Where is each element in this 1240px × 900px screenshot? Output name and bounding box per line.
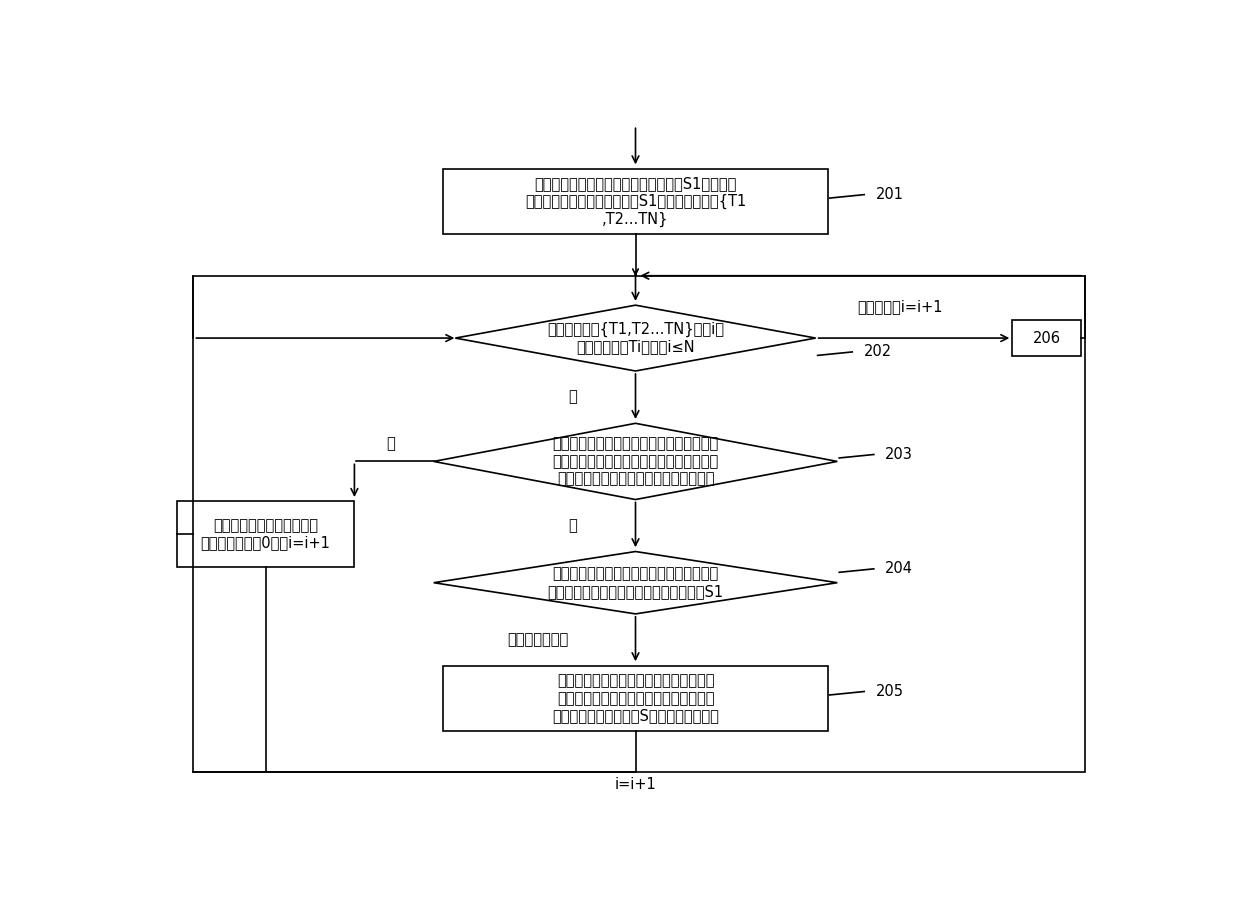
Text: 204: 204 bbox=[885, 562, 914, 576]
FancyBboxPatch shape bbox=[1012, 320, 1081, 356]
Text: 选取当前超级基站中优先级最低的扇区S1，并找出
所有协调扇区集合中包括扇区S1的边缘终端类型{T1
,T2...TN}: 选取当前超级基站中优先级最低的扇区S1，并找出 所有协调扇区集合中包括扇区S1的… bbox=[525, 176, 746, 227]
Text: 是: 是 bbox=[569, 390, 578, 405]
FancyBboxPatch shape bbox=[444, 168, 828, 235]
Polygon shape bbox=[455, 305, 816, 371]
Text: i=i+1: i=i+1 bbox=[615, 777, 656, 792]
Text: 203: 203 bbox=[885, 447, 913, 462]
Text: 否: 否 bbox=[386, 436, 394, 452]
Polygon shape bbox=[434, 423, 837, 500]
Text: 确定该类型的边缘终端集合以及协调扇区集
合，根据资源调度信息表确定该类型的边缘
终端是否两两被调度了相同的频率资源块: 确定该类型的边缘终端集合以及协调扇区集 合，根据资源调度信息表确定该类型的边缘 … bbox=[552, 436, 719, 486]
Text: 存在这样的终端: 存在这样的终端 bbox=[507, 632, 568, 647]
Text: 将各个终端的终端索引、其调度的资源块
及不可分配的资源块形成该终端的信息项
；各个信息项形成扇区S的资源调度信息表: 将各个终端的终端索引、其调度的资源块 及不可分配的资源块形成该终端的信息项 ；各… bbox=[552, 673, 719, 724]
FancyBboxPatch shape bbox=[176, 501, 355, 567]
Text: 超级基站选择{T1,T2...TN}中第i个
边缘终端类型Ti，判断i≤N: 超级基站选择{T1,T2...TN}中第i个 边缘终端类型Ti，判断i≤N bbox=[547, 322, 724, 355]
Text: 是: 是 bbox=[569, 518, 578, 533]
Text: 205: 205 bbox=[875, 684, 904, 699]
Text: 存在调度资源块相同的终端，则找出这些终
端，逐一查找这些终端的服务扇区是否为S1: 存在调度资源块相同的终端，则找出这些终 端，逐一查找这些终端的服务扇区是否为S1 bbox=[547, 566, 724, 598]
Text: 不存在，则i=i+1: 不存在，则i=i+1 bbox=[857, 300, 942, 314]
Text: 201: 201 bbox=[875, 187, 904, 202]
Polygon shape bbox=[434, 552, 837, 614]
Text: 206: 206 bbox=[1033, 330, 1060, 346]
FancyBboxPatch shape bbox=[444, 665, 828, 732]
Text: 202: 202 bbox=[864, 345, 892, 359]
Text: 将边缘终端分类表格中该类
型的使能标识置0，令i=i+1: 将边缘终端分类表格中该类 型的使能标识置0，令i=i+1 bbox=[201, 518, 330, 551]
